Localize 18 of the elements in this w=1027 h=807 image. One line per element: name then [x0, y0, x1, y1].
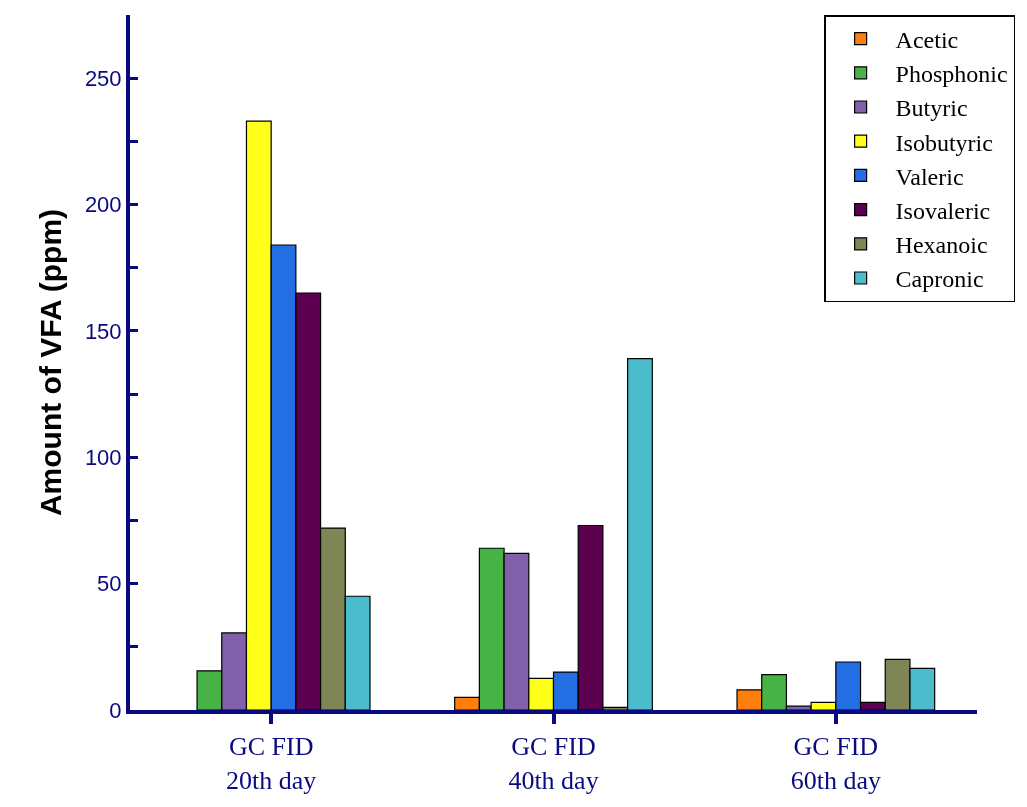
x-tick-label: GC FID 60th day — [790, 732, 881, 795]
legend-label: Valeric — [895, 163, 964, 190]
y-tick-label: 0 — [109, 697, 122, 723]
y-tick-label: 150 — [84, 318, 122, 344]
x-tick-label: GC FID 20th day — [226, 732, 317, 795]
y-axis-title: Amount of VFA (ppm) — [34, 208, 68, 517]
legend-label: Acetic — [895, 26, 959, 53]
x-tick-label: GC FID 40th day — [508, 732, 599, 795]
y-tick-label: 250 — [84, 65, 122, 91]
legend-label: Isovaleric — [895, 197, 991, 224]
legend-label: Phosphonic — [895, 61, 1008, 88]
y-tick-label: 200 — [84, 192, 122, 218]
legend-label: Butyric — [895, 95, 968, 122]
y-tick-label: 100 — [84, 444, 122, 470]
y-tick-label: 50 — [97, 571, 122, 597]
legend-label: Hexanoic — [895, 232, 988, 259]
legend-label: Capronic — [895, 266, 984, 293]
legend-label: Isobutyric — [895, 129, 993, 156]
